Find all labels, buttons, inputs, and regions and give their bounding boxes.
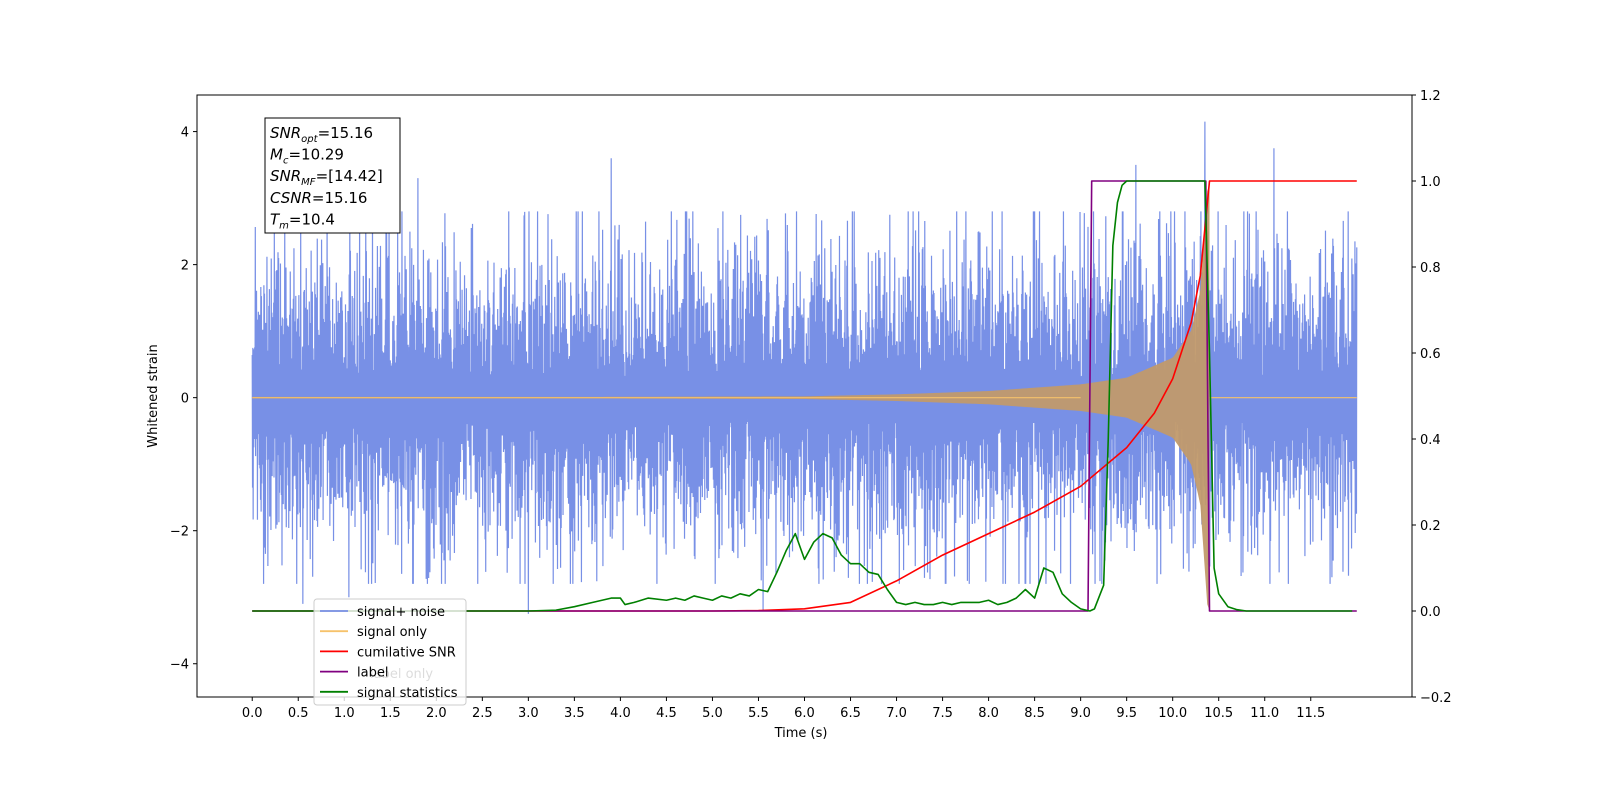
y-axis-ticks: 4 2 0 −2 −4 xyxy=(170,126,197,673)
y2-axis-ticks: 1.2 1.0 0.8 0.6 0.4 0.2 0.0 −0.2 xyxy=(1412,89,1452,706)
y-axis-label: Whitened strain xyxy=(146,344,161,447)
x-tick-label: 4.0 xyxy=(610,706,631,721)
x-axis-ticks: 0.0 0.5 1.0 1.5 2.0 2.5 3.0 3.5 4.0 4.5 5.0 5.5 6.0 6… xyxy=(242,697,1325,721)
legend-entry: signal statistics xyxy=(357,686,458,701)
x-tick-label: 11.0 xyxy=(1250,706,1279,721)
x-tick-label: 4.5 xyxy=(656,706,677,721)
x-tick-label: 0.0 xyxy=(242,706,263,721)
x-tick-label: 1.5 xyxy=(380,706,401,721)
y2-tick-label: 0.4 xyxy=(1420,433,1441,448)
plot-area xyxy=(251,121,1358,614)
annotation-line: SNRMF=[14.42] xyxy=(270,167,383,188)
y2-tick-label: 0.0 xyxy=(1420,605,1441,620)
x-tick-label: 10.0 xyxy=(1158,706,1187,721)
legend-entry: label xyxy=(357,666,388,681)
y-tick-label: 0 xyxy=(181,392,189,407)
series-cumulative-snr-line xyxy=(252,180,1357,612)
legend-entry: signal+ noise xyxy=(357,605,445,620)
y2-tick-label: 0.6 xyxy=(1420,347,1441,362)
y2-tick-label: 1.0 xyxy=(1420,175,1441,190)
annotation-frame xyxy=(264,117,401,234)
y-tick-label: 4 xyxy=(181,126,189,141)
x-tick-label: 2.5 xyxy=(472,706,493,721)
y-tick-label: −2 xyxy=(170,525,189,540)
y2-tick-label: 0.8 xyxy=(1420,261,1441,276)
x-tick-label: 7.5 xyxy=(932,706,953,721)
x-tick-label: 5.0 xyxy=(702,706,723,721)
y2-tick-label: 1.2 xyxy=(1420,89,1441,104)
parameter-annotation-box: SNRopt=15.16Mc=10.29SNRMF=[14.42]CSNR=15… xyxy=(264,117,401,234)
x-tick-label: 8.5 xyxy=(1024,706,1045,721)
x-tick-label: 6.5 xyxy=(840,706,861,721)
x-tick-label: 7.0 xyxy=(886,706,907,721)
x-tick-label: 1.0 xyxy=(334,706,355,721)
annotation-line: SNRopt=15.16 xyxy=(270,124,373,145)
series-signal-statistics-line xyxy=(252,180,1353,612)
x-tick-label: 3.5 xyxy=(564,706,585,721)
y-tick-label: 2 xyxy=(181,259,189,274)
annotation-line: Mc=10.29 xyxy=(270,146,344,167)
y2-tick-label: −0.2 xyxy=(1420,691,1452,706)
x-tick-label: 8.0 xyxy=(978,706,999,721)
y-tick-label: −4 xyxy=(170,658,189,673)
legend-entry: signal only xyxy=(357,625,427,640)
x-axis-label: Time (s) xyxy=(774,726,828,741)
x-tick-label: 5.5 xyxy=(748,706,769,721)
x-tick-label: 10.5 xyxy=(1204,706,1233,721)
annotation-line: CSNR=15.16 xyxy=(270,189,367,207)
y2-tick-label: 0.2 xyxy=(1420,519,1441,534)
legend-frame xyxy=(313,598,467,706)
x-tick-label: 6.0 xyxy=(794,706,815,721)
x-tick-label: 3.0 xyxy=(518,706,539,721)
x-tick-label: 9.5 xyxy=(1116,706,1137,721)
x-tick-label: 11.5 xyxy=(1296,706,1325,721)
annotation-line: Tm=10.4 xyxy=(270,210,335,231)
legend-entry: cumilative SNR xyxy=(357,645,456,660)
x-tick-label: 2.0 xyxy=(426,706,447,721)
x-tick-label: 9.0 xyxy=(1070,706,1091,721)
series-signal-noise-line xyxy=(251,121,1358,614)
x-tick-label: 0.5 xyxy=(288,706,309,721)
